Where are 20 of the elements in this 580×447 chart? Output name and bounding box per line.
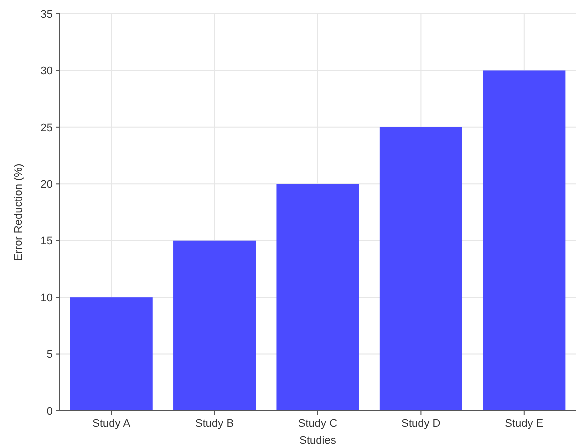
y-tick-label: 20 [40,178,53,191]
y-tick-label: 15 [40,236,53,248]
y-tick-label: 0 [46,406,53,418]
bar [70,298,153,411]
bar [276,184,360,411]
y-tick-label: 10 [40,292,53,304]
x-tick-label: Study D [402,418,441,430]
y-tick-label: 5 [46,349,53,362]
bar [483,70,566,411]
y-tick-label: 35 [40,8,53,21]
x-tick-label: Study A [92,418,132,430]
x-tick-label: Study C [298,418,338,430]
y-tick-label: 30 [40,66,53,78]
bar [380,127,462,411]
x-tick-label: Study B [196,418,234,430]
bar [174,240,256,411]
y-tick-label: 25 [40,122,53,134]
y-axis-title: Error Reduction (%) [13,164,25,262]
x-axis-title: Studies [300,435,337,447]
x-tick-label: Study E [505,418,544,430]
